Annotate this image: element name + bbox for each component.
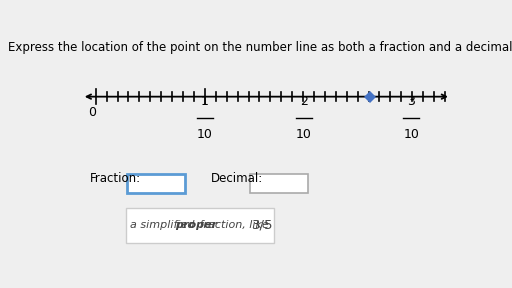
Text: 3: 3: [407, 95, 415, 108]
FancyBboxPatch shape: [250, 174, 308, 193]
Text: 10: 10: [296, 128, 312, 141]
Text: 0: 0: [88, 105, 96, 119]
Text: Decimal:: Decimal:: [211, 172, 263, 185]
Text: 2: 2: [300, 95, 308, 108]
FancyBboxPatch shape: [125, 208, 274, 243]
FancyBboxPatch shape: [127, 174, 185, 193]
Text: 10: 10: [197, 128, 213, 141]
Text: 3/5: 3/5: [251, 219, 273, 232]
Text: fraction, like: fraction, like: [196, 220, 272, 230]
Text: a simplified: a simplified: [130, 220, 198, 230]
Text: proper: proper: [175, 220, 217, 230]
Text: 10: 10: [403, 128, 419, 141]
Text: 1: 1: [201, 95, 209, 108]
Text: Express the location of the point on the number line as both a fraction and a de: Express the location of the point on the…: [8, 41, 512, 54]
Text: Fraction:: Fraction:: [90, 172, 141, 185]
